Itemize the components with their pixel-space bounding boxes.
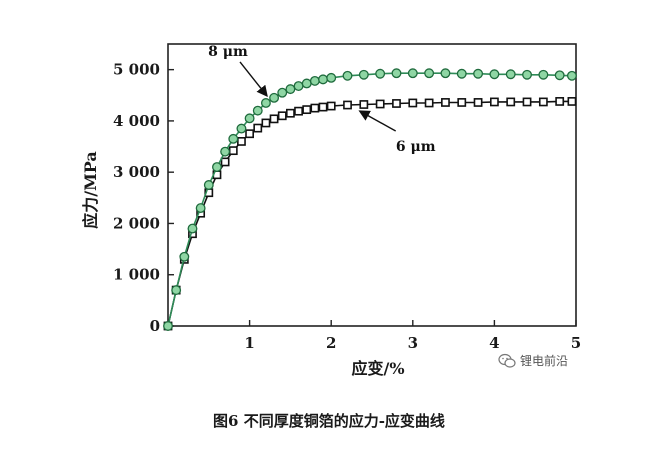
x-tick-label: 4 xyxy=(489,334,499,352)
data-point xyxy=(228,133,239,144)
y-tick-label: 2 000 xyxy=(113,214,160,232)
axes-ticks: 0 1 000 2 000 3 000 4 000 5 000 1 2 3 4 5 xyxy=(113,61,581,352)
data-point xyxy=(392,99,401,108)
data-point xyxy=(489,97,499,107)
watermark-text: 锂电前沿 xyxy=(520,354,569,368)
data-point xyxy=(407,68,418,79)
watermark: 锂电前沿 xyxy=(498,352,568,369)
data-point xyxy=(163,321,173,331)
data-point xyxy=(244,113,255,124)
data-point xyxy=(269,92,280,103)
data-point xyxy=(260,98,271,108)
data-point xyxy=(359,100,369,109)
data-point xyxy=(440,68,451,79)
data-point xyxy=(187,223,198,234)
figure-caption: 图6 不同厚度铜箔的应力-应变曲线 xyxy=(213,412,445,430)
data-point xyxy=(309,75,320,86)
data-point xyxy=(566,70,577,81)
y-tick-label: 4 000 xyxy=(113,112,160,130)
data-point xyxy=(195,203,206,214)
data-point xyxy=(294,106,303,116)
data-point xyxy=(253,123,263,133)
series-line xyxy=(167,100,572,327)
data-point xyxy=(212,162,222,173)
data-point xyxy=(236,123,247,134)
data-point xyxy=(326,72,337,83)
data-point xyxy=(220,157,230,167)
data-point xyxy=(293,81,304,91)
data-point xyxy=(237,137,246,146)
data-point xyxy=(203,180,214,190)
data-point xyxy=(391,68,402,79)
data-point xyxy=(375,68,386,79)
data-point xyxy=(228,146,238,156)
y-tick-label: 1 000 xyxy=(113,266,160,284)
x-tick-label: 1 xyxy=(244,334,254,352)
data-point xyxy=(179,251,190,262)
data-point xyxy=(424,98,434,108)
data-point xyxy=(473,68,484,79)
data-point xyxy=(456,68,467,79)
data-point xyxy=(408,98,418,108)
data-point xyxy=(310,103,320,113)
data-point xyxy=(285,84,296,95)
data-point xyxy=(342,70,353,81)
data-point xyxy=(245,129,254,139)
data-point xyxy=(277,111,287,121)
data-point xyxy=(318,102,328,112)
data-point xyxy=(473,98,483,107)
series-8um xyxy=(163,68,577,331)
data-point xyxy=(326,101,336,111)
data-point xyxy=(277,87,288,98)
data-point xyxy=(301,78,312,89)
data-point xyxy=(505,69,516,80)
data-point xyxy=(441,98,450,107)
data-point xyxy=(457,98,467,107)
data-point xyxy=(318,74,328,85)
data-point xyxy=(261,118,271,128)
y-tick-label: 3 000 xyxy=(113,163,160,181)
data-point xyxy=(538,97,548,107)
data-point xyxy=(522,69,532,80)
data-point xyxy=(252,105,263,116)
data-point xyxy=(343,100,352,110)
data-point xyxy=(375,99,385,109)
y-axis-title: 应力/MPa xyxy=(81,151,100,229)
annotation-label-8um: 8 μm xyxy=(208,44,248,60)
x-tick-label: 5 xyxy=(571,334,581,352)
data-point xyxy=(506,97,516,107)
data-point xyxy=(171,285,182,296)
data-point xyxy=(358,69,369,80)
y-tick-label: 0 xyxy=(150,317,160,335)
data-point xyxy=(269,114,279,124)
data-point xyxy=(220,146,231,157)
wechat-icon xyxy=(498,353,516,368)
data-point xyxy=(424,68,435,79)
series-layer xyxy=(163,68,577,331)
annotations: 8 μm 6 μm xyxy=(208,44,436,155)
y-tick-label: 5 000 xyxy=(113,61,160,79)
annotation-arrow xyxy=(239,61,268,98)
annotation-label-6um: 6 μm xyxy=(396,139,436,155)
x-axis-title: 应变/% xyxy=(351,359,404,378)
data-point xyxy=(538,69,549,80)
data-point xyxy=(567,97,577,106)
data-point xyxy=(554,70,565,81)
series-line xyxy=(167,72,572,327)
annotation-arrow xyxy=(358,110,397,132)
x-tick-label: 3 xyxy=(408,334,418,352)
data-point xyxy=(489,69,500,80)
data-point xyxy=(285,108,295,118)
x-tick-label: 2 xyxy=(326,334,336,352)
plot-frame xyxy=(167,43,577,327)
stress-strain-chart: 0 1 000 2 000 3 000 4 000 5 000 1 2 3 4 5 8 μm 6 μm… xyxy=(81,43,581,378)
data-point xyxy=(555,97,565,106)
data-point xyxy=(522,97,532,107)
data-point xyxy=(302,105,312,115)
series-6um xyxy=(163,97,577,331)
